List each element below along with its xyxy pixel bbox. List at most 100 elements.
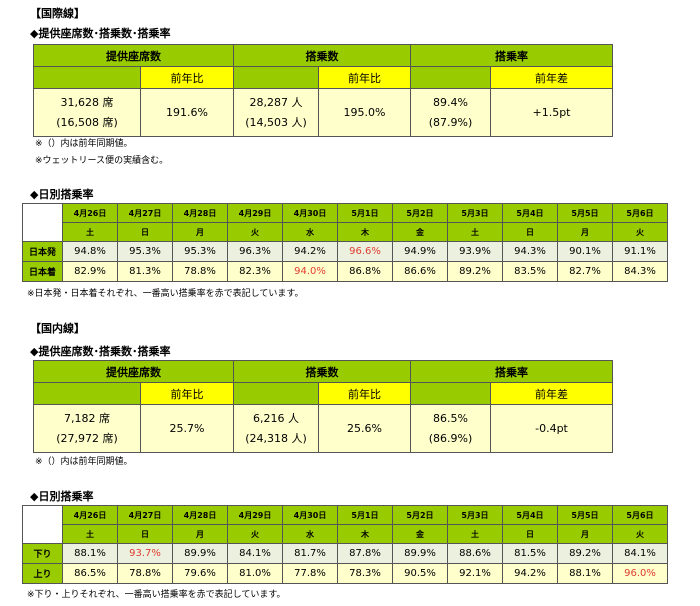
subheader-row: 前年比 前年比 前年差 [33,66,613,89]
value-cell: 28,287 人 (14,503 人) [233,88,319,137]
daily-title: ◆日別搭乗率 [30,188,94,201]
weekday-cell: 火 [227,524,283,544]
weekday-cell: 木 [337,222,393,242]
value-cell: 6,216 人 (24,318 人) [233,404,319,453]
daily-table: 4月26日 4月27日 4月28日 4月29日 4月30日 5月1日 5月2日 5月3日 5月4… [22,203,668,282]
blank-cell [410,66,491,89]
previous-value: (87.9%) [428,115,473,129]
weekday-cell: 土 [62,524,118,544]
rate-cell: 81.0% [227,563,283,584]
summary-table: 提供座席数 搭乗数 搭乗率 前年比 前年比 前年差 7,182 席 (27,972 席) 25.… [33,360,613,453]
date-cell: 4月29日 [227,505,283,525]
header-row: 提供座席数 搭乗数 搭乗率 [33,360,613,383]
note: ※（）内は前年同期値。 [35,457,133,467]
row-label: 下り [22,543,63,564]
current-value: 28,287 人 [249,95,303,109]
date-cell: 4月28日 [172,203,228,223]
rate-cell: 78.3% [337,563,393,584]
blank-cell [33,66,141,89]
rate-cell: 82.3% [227,261,283,282]
date-cell: 4月29日 [227,203,283,223]
weekday-cell: 火 [227,222,283,242]
change-cell: 25.7% [140,404,234,453]
date-cell: 4月26日 [62,203,118,223]
rate-row: 上り 86.5% 78.8% 79.6% 81.0% 77.8% 78.3% 90.5% 92.… [22,563,668,584]
previous-value: (86.9%) [428,431,473,445]
daily-title: ◆日別搭乗率 [30,490,94,503]
blank-cell [233,382,319,405]
rate-cell: 94.2% [282,241,338,262]
current-value: 6,216 人 [253,411,299,425]
rate-cell: 92.1% [447,563,503,584]
rate-cell: 94.0% [282,261,338,282]
summary-title: ◆提供座席数･搭乗数･搭乗率 [30,345,171,358]
sub-header: 前年比 [140,66,234,89]
weekday-cell: 月 [557,222,613,242]
rate-cell: 89.9% [172,543,228,564]
date-cell: 5月2日 [392,505,448,525]
group-header: 搭乗率 [410,44,613,67]
rate-cell: 91.1% [612,241,668,262]
note: ※（）内は前年同期値。 [35,139,133,149]
group-header: 提供座席数 [33,360,234,383]
weekday-cell: 日 [502,524,558,544]
rate-cell: 86.6% [392,261,448,282]
note: ※下り・上りそれぞれ、一番高い搭乗率を赤で表記しています。 [27,590,286,600]
weekday-cell: 水 [282,524,338,544]
value-cell: 7,182 席 (27,972 席) [33,404,141,453]
blank-cell [233,66,319,89]
date-cell: 5月1日 [337,203,393,223]
weekday-cell: 月 [557,524,613,544]
date-cell: 4月30日 [282,505,338,525]
rate-cell: 87.8% [337,543,393,564]
sub-header: 前年差 [490,66,613,89]
date-cell: 5月4日 [502,505,558,525]
rate-cell: 82.7% [557,261,613,282]
rate-cell: 78.8% [117,563,173,584]
previous-value: (16,508 席) [56,115,118,129]
rate-cell: 93.9% [447,241,503,262]
note: ※日本発・日本着それぞれ、一番高い搭乗率を赤で表記しています。 [27,289,304,299]
value-cell: 31,628 席 (16,508 席) [33,88,141,137]
value-cell: 89.4% (87.9%) [410,88,491,137]
subheader-row: 前年比 前年比 前年差 [33,382,613,405]
group-header: 搭乗率 [410,360,613,383]
date-row: 4月26日 4月27日 4月28日 4月29日 4月30日 5月1日 5月2日 5月3日 5月4… [22,203,668,242]
summary-title: ◆提供座席数･搭乗数･搭乗率 [30,27,171,40]
change-cell: 191.6% [140,88,234,137]
change-cell: 25.6% [318,404,411,453]
group-header: 提供座席数 [33,44,234,67]
previous-value: (24,318 人) [245,431,307,445]
sub-header: 前年差 [490,382,613,405]
date-cell: 5月1日 [337,505,393,525]
date-cell: 5月2日 [392,203,448,223]
weekday-cell: 火 [612,524,668,544]
rate-cell: 84.3% [612,261,668,282]
current-value: 7,182 席 [64,411,110,425]
rate-cell: 93.7% [117,543,173,564]
rate-cell: 96.6% [337,241,393,262]
rate-cell: 88.6% [447,543,503,564]
date-cell: 4月26日 [62,505,118,525]
rate-row: 日本発 94.8% 95.3% 95.3% 96.3% 94.2% 96.6% 94.9% 93… [22,241,668,262]
rate-cell: 86.5% [62,563,118,584]
blank-cell [410,382,491,405]
rate-cell: 88.1% [557,563,613,584]
current-value: 86.5% [433,411,468,425]
rate-cell: 83.5% [502,261,558,282]
rate-cell: 81.7% [282,543,338,564]
weekday-cell: 木 [337,524,393,544]
sub-header: 前年比 [140,382,234,405]
weekday-cell: 月 [172,222,228,242]
previous-value: (14,503 人) [245,115,307,129]
weekday-cell: 土 [62,222,118,242]
date-cell: 4月28日 [172,505,228,525]
weekday-cell: 日 [502,222,558,242]
date-cell: 5月3日 [447,505,503,525]
date-cell: 5月5日 [557,203,613,223]
weekday-cell: 月 [172,524,228,544]
date-cell: 5月5日 [557,505,613,525]
weekday-cell: 水 [282,222,338,242]
rate-cell: 89.9% [392,543,448,564]
